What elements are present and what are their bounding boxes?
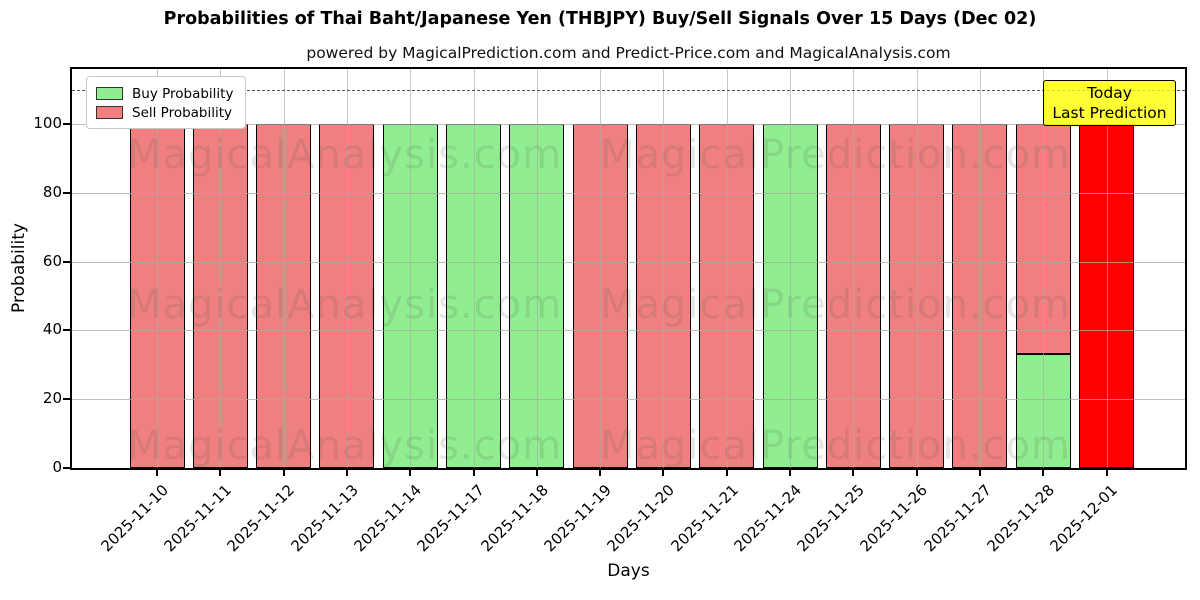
x-tick-mark — [156, 470, 158, 476]
x-axis-label: Days — [607, 561, 650, 581]
x-tick-label-2025-11-13: 2025-11-13 — [287, 481, 362, 556]
v-gridline — [157, 69, 158, 468]
watermark-magicalprediction: MagicalPrediction.com — [600, 423, 1071, 469]
v-gridline — [536, 69, 538, 468]
x-tick-mark — [219, 470, 222, 476]
today-annotation: Today Last Prediction — [1043, 80, 1176, 126]
h-gridline-40 — [72, 330, 1185, 332]
x-tick-label-2025-11-10: 2025-11-10 — [97, 481, 172, 556]
h-gridline-20 — [72, 399, 1185, 401]
watermark-magicalprediction: MagicalPrediction.com — [600, 282, 1071, 328]
y-tick-label-100: 100 — [33, 114, 62, 132]
x-tick-label-2025-11-26: 2025-11-26 — [856, 481, 932, 556]
v-gridline — [979, 69, 981, 468]
y-tick-label-60: 60 — [42, 251, 62, 270]
y-tick-mark — [63, 191, 70, 194]
x-tick-mark — [662, 470, 665, 476]
y-tick-mark — [63, 260, 70, 263]
v-gridline — [473, 69, 475, 468]
x-tick-label-2025-11-28: 2025-11-28 — [983, 481, 1058, 556]
x-tick-label-2025-11-14: 2025-11-14 — [350, 481, 425, 556]
v-gridline — [346, 69, 348, 468]
watermark-magicalanalysis: MagicalAnalysis.com — [127, 423, 563, 469]
y-tick-mark — [63, 467, 70, 469]
y-tick-mark — [63, 329, 70, 332]
x-tick-label-2025-11-12: 2025-11-12 — [223, 481, 299, 556]
v-gridline — [220, 69, 222, 468]
v-gridline — [663, 69, 665, 468]
y-tick-label-20: 20 — [42, 389, 62, 408]
v-gridline — [283, 69, 285, 468]
chart-subtitle: powered by MagicalPrediction.com and Pre… — [306, 44, 951, 62]
watermark-magicalanalysis: MagicalAnalysis.com — [127, 132, 563, 178]
x-tick-mark — [535, 470, 538, 476]
x-tick-mark — [282, 470, 285, 476]
h-gridline-80 — [72, 192, 1185, 194]
x-tick-mark — [725, 470, 728, 476]
legend-entry-sell: Sell Probability — [96, 103, 236, 122]
x-tick-mark — [852, 470, 855, 476]
annotation-line-today: Today — [1087, 84, 1132, 102]
x-tick-mark — [599, 470, 602, 476]
x-tick-label-2025-11-25: 2025-11-25 — [793, 481, 869, 556]
x-tick-label-2025-11-27: 2025-11-27 — [920, 481, 995, 556]
y-tick-label-0: 0 — [52, 458, 62, 476]
y-tick-mark — [63, 398, 70, 401]
annotation-line-last-prediction: Last Prediction — [1052, 104, 1167, 122]
x-tick-label-2025-11-24: 2025-11-24 — [730, 481, 805, 556]
x-tick-mark — [915, 470, 918, 476]
legend-label-sell: Sell Probability — [132, 104, 233, 121]
v-gridline — [726, 69, 728, 468]
v-gridline — [410, 69, 412, 468]
watermark-magicalprediction: MagicalPrediction.com — [600, 132, 1071, 178]
x-tick-label-2025-12-01: 2025-12-01 — [1046, 481, 1122, 556]
plot-area: Buy Probability Sell Probability Today L… — [70, 67, 1187, 470]
legend-entry-buy: Buy Probability — [96, 84, 236, 103]
y-tick-label-80: 80 — [42, 182, 62, 201]
v-gridline — [790, 69, 791, 468]
x-tick-mark — [409, 470, 412, 476]
legend-swatch-sell-icon — [96, 106, 123, 119]
v-gridline — [600, 69, 602, 468]
h-gridline-100 — [72, 124, 1185, 125]
y-tick-label-40: 40 — [42, 320, 62, 339]
x-tick-label-2025-11-21: 2025-11-21 — [667, 481, 742, 556]
x-tick-label-2025-11-19: 2025-11-19 — [540, 481, 615, 556]
upper-threshold-dashed-line — [72, 89, 1185, 91]
chart-title: Probabilities of Thai Baht/Japanese Yen … — [163, 9, 1037, 29]
legend-label-buy: Buy Probability — [132, 85, 234, 102]
x-tick-mark — [1042, 470, 1045, 476]
watermark-magicalanalysis: MagicalAnalysis.com — [127, 282, 563, 328]
v-gridline — [853, 69, 855, 468]
h-gridline-60 — [72, 261, 1185, 263]
x-tick-label-2025-11-18: 2025-11-18 — [477, 481, 552, 556]
x-tick-label-2025-11-20: 2025-11-20 — [603, 481, 679, 556]
x-tick-label-2025-11-17: 2025-11-17 — [413, 481, 489, 556]
x-tick-mark — [1105, 470, 1108, 476]
v-gridline — [1043, 69, 1045, 468]
legend: Buy Probability Sell Probability — [86, 76, 246, 129]
v-gridline — [916, 69, 918, 468]
v-gridline — [1106, 69, 1108, 468]
x-tick-mark — [345, 470, 348, 476]
x-tick-label-2025-11-11: 2025-11-11 — [160, 481, 236, 556]
x-tick-mark — [789, 470, 791, 476]
legend-swatch-buy-icon — [96, 87, 123, 100]
x-tick-mark — [472, 470, 475, 476]
y-tick-mark — [63, 123, 70, 125]
x-tick-mark — [978, 470, 981, 476]
